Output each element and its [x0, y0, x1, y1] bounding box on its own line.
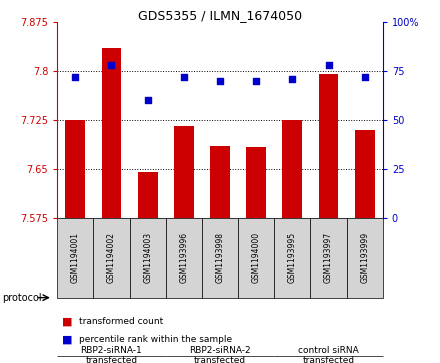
Bar	[238, 218, 274, 298]
Text: control siRNA
transfected: control siRNA transfected	[298, 346, 359, 363]
Point	[289, 76, 296, 82]
Text: GSM1194001: GSM1194001	[71, 232, 80, 283]
Bar	[129, 218, 166, 298]
Point	[325, 62, 332, 68]
Text: GSM1193998: GSM1193998	[216, 232, 224, 283]
Bar	[210, 146, 230, 218]
Text: RBP2-siRNA-1
transfected: RBP2-siRNA-1 transfected	[81, 346, 143, 363]
Bar	[246, 147, 266, 218]
Text: GSM1193996: GSM1193996	[180, 232, 188, 283]
Bar	[202, 218, 238, 298]
Bar	[355, 130, 375, 218]
Point	[180, 74, 187, 79]
Bar	[319, 74, 338, 218]
Point	[216, 78, 224, 83]
Bar	[66, 120, 85, 218]
Text: GSM1194002: GSM1194002	[107, 232, 116, 283]
Bar	[274, 218, 311, 298]
Text: protocol: protocol	[2, 293, 42, 303]
Text: GSM1193999: GSM1193999	[360, 232, 369, 283]
Point	[144, 97, 151, 103]
Bar	[166, 218, 202, 298]
Text: GSM1193997: GSM1193997	[324, 232, 333, 283]
Text: GSM1193995: GSM1193995	[288, 232, 297, 283]
Bar	[174, 126, 194, 218]
Bar	[138, 172, 158, 218]
Bar	[282, 120, 302, 218]
Bar	[347, 218, 383, 298]
Point	[72, 74, 79, 79]
Text: transformed count: transformed count	[79, 317, 163, 326]
Point	[108, 62, 115, 68]
Text: ■: ■	[62, 334, 72, 344]
Bar	[102, 48, 121, 218]
Point	[253, 78, 260, 83]
Text: GSM1194003: GSM1194003	[143, 232, 152, 283]
Text: percentile rank within the sample: percentile rank within the sample	[79, 335, 232, 344]
Point	[361, 74, 368, 79]
Text: GSM1194000: GSM1194000	[252, 232, 260, 283]
Bar	[311, 218, 347, 298]
Bar	[93, 218, 129, 298]
Text: ■: ■	[62, 316, 72, 326]
Bar	[57, 218, 93, 298]
Text: RBP2-siRNA-2
transfected: RBP2-siRNA-2 transfected	[189, 346, 251, 363]
Text: GDS5355 / ILMN_1674050: GDS5355 / ILMN_1674050	[138, 9, 302, 22]
